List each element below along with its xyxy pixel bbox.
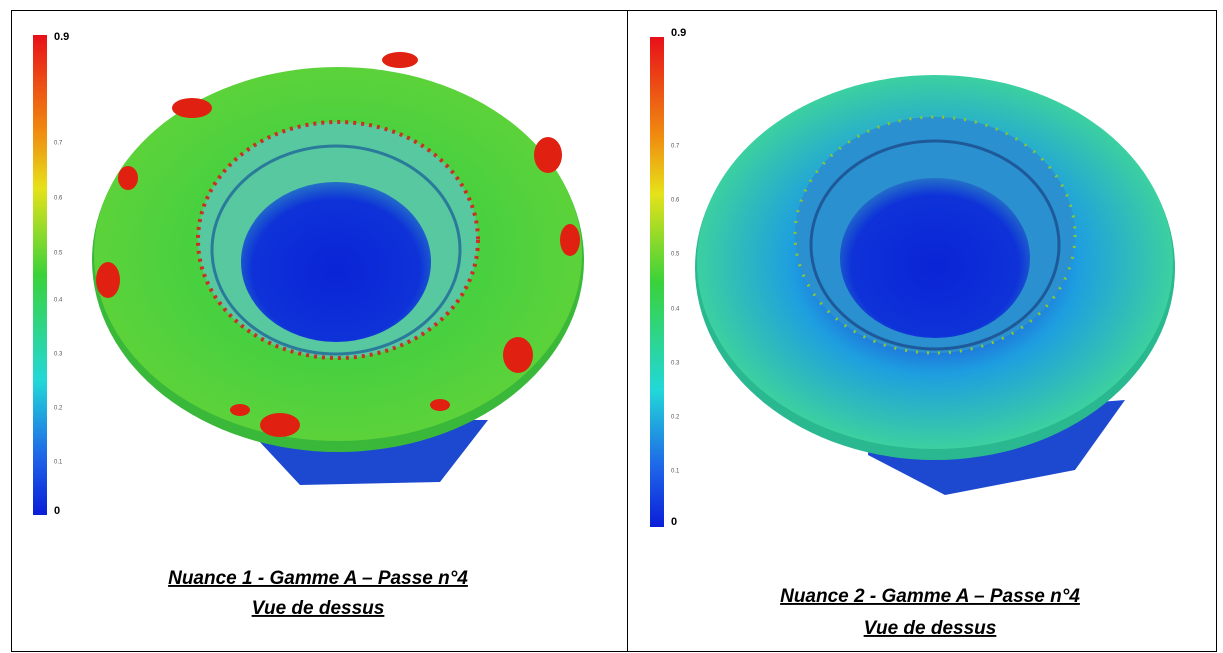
scale-tick: 0.7 <box>671 144 680 150</box>
scale-tick: 0.2 <box>54 406 63 412</box>
color-bar <box>33 35 47 515</box>
scale-min: 0 <box>671 516 677 528</box>
scale-min: 0 <box>54 505 60 517</box>
color-bar <box>650 37 664 527</box>
caption-line2: Vue de dessus <box>252 598 385 619</box>
table-border <box>11 10 1217 652</box>
scale-tick: 0.2 <box>671 415 680 421</box>
caption-line2: Vue de dessus <box>864 618 997 639</box>
scale-tick: 0.5 <box>54 251 63 257</box>
scale-tick: 0.1 <box>671 469 680 475</box>
panel-left: 0.9 0 0.7 0.6 0.5 0.4 0.3 0.2 0.1 Nuance… <box>33 31 584 619</box>
scale-tick: 0.6 <box>54 196 63 202</box>
scale-max: 0.9 <box>671 27 686 39</box>
scale-tick: 0.3 <box>54 352 63 358</box>
scale-tick: 0.4 <box>671 307 680 313</box>
caption-line1: Nuance 1 - Gamme A – Passe n°4 <box>168 568 468 589</box>
scale-max: 0.9 <box>54 31 69 43</box>
scale-tick: 0.4 <box>54 298 63 304</box>
simulation-image <box>92 52 584 485</box>
caption-line1: Nuance 2 - Gamme A – Passe n°4 <box>780 586 1080 607</box>
simulation-image <box>695 75 1175 495</box>
scale-tick: 0.7 <box>54 141 63 147</box>
scale-tick: 0.3 <box>671 361 680 367</box>
scale-tick: 0.1 <box>54 460 63 466</box>
panel-right: 0.9 0 0.7 0.6 0.5 0.4 0.3 0.2 0.1 Nuance… <box>650 27 1175 639</box>
scale-tick: 0.6 <box>671 198 680 204</box>
scale-tick: 0.5 <box>671 252 680 258</box>
